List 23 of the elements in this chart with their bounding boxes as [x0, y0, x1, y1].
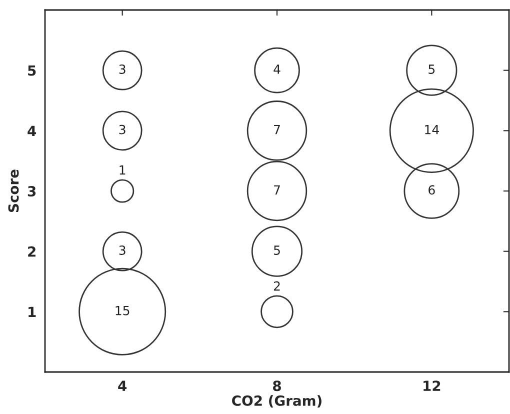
x-axis-title: CO2 (Gram)	[232, 395, 322, 408]
x-tick-label: 12	[424, 380, 440, 391]
x-tick-label: 4	[118, 380, 127, 391]
data-label: 3	[119, 64, 126, 74]
y-tick-label: 1	[28, 306, 36, 317]
y-tick-label: 5	[28, 65, 36, 76]
data-label: 7	[274, 125, 280, 134]
y-tick-label: 4	[28, 126, 36, 136]
data-label: 1	[120, 165, 126, 175]
data-label: 5	[274, 246, 280, 255]
data-label: 3	[119, 124, 126, 134]
data-label: 3	[119, 246, 126, 255]
data-label: 7	[274, 185, 280, 194]
data-label: 15	[116, 306, 130, 316]
y-axis-title: Score	[8, 170, 19, 212]
x-tick-label: 8	[273, 380, 281, 392]
data-label: 6	[428, 185, 435, 195]
y-tick-label: 3	[28, 186, 36, 196]
data-label: 5	[428, 64, 435, 74]
y-tick-label: 2	[28, 246, 36, 257]
data-label: 4	[274, 64, 280, 74]
data-label: 14	[425, 125, 439, 134]
data-label: 2	[274, 281, 280, 291]
